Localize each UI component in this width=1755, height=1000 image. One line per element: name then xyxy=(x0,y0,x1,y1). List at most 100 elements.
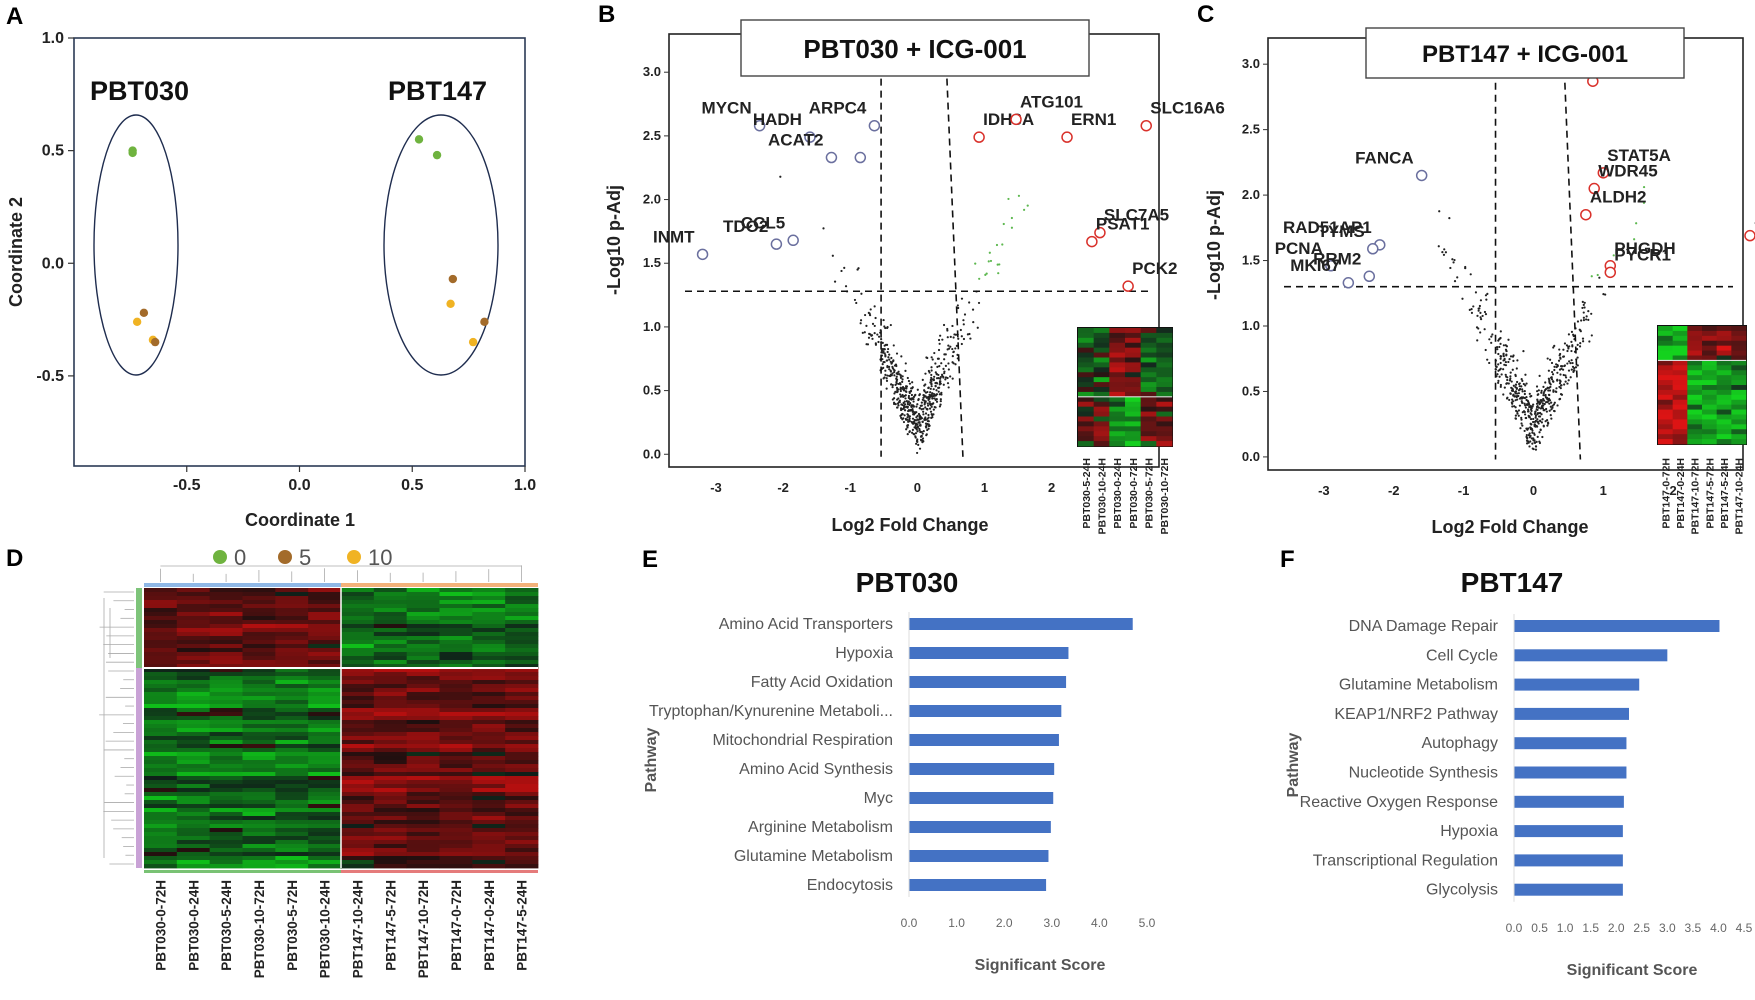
background-point xyxy=(897,382,900,386)
background-point xyxy=(1566,362,1569,365)
heatmap-cell xyxy=(472,692,506,697)
background-point xyxy=(923,401,926,404)
heatmap-cell xyxy=(341,588,375,593)
heatmap-cell xyxy=(1731,375,1747,381)
background-point xyxy=(1517,409,1521,412)
background-point xyxy=(914,432,918,435)
heatmap-column-label: PBT147-0-72H xyxy=(449,880,464,971)
heatmap-cell xyxy=(1125,382,1142,388)
heatmap-cell xyxy=(1093,387,1110,393)
heatmap-cell xyxy=(209,820,243,825)
heatmap-cell xyxy=(176,808,211,813)
background-point xyxy=(907,420,910,423)
heatmap-cell xyxy=(176,792,211,797)
background-point xyxy=(923,418,926,421)
background-point xyxy=(921,437,925,440)
background-point xyxy=(976,326,979,329)
background-point xyxy=(931,358,934,361)
background-point xyxy=(1538,431,1541,434)
heatmap-cell xyxy=(275,632,309,637)
heatmap-cell xyxy=(1731,419,1747,425)
heatmap-cell xyxy=(373,764,408,769)
heatmap-cell xyxy=(275,860,309,865)
heatmap-cell xyxy=(209,852,243,857)
heatmap-cell xyxy=(439,760,473,765)
background-point xyxy=(890,383,893,386)
heatmap-cell xyxy=(275,744,309,749)
heatmap-column-label: PBT030-10-24H xyxy=(1097,458,1109,534)
background-point xyxy=(918,416,922,419)
heatmap-cell xyxy=(1672,365,1688,371)
heatmap-cell xyxy=(341,740,375,745)
e-xtick-label: 3.0 xyxy=(1043,916,1060,930)
heatmap-cell xyxy=(242,700,276,705)
panel-label-f: F xyxy=(1280,546,1295,573)
background-point xyxy=(882,351,885,354)
heatmap-cell xyxy=(209,804,243,809)
background-point xyxy=(1479,299,1483,302)
heatmap-cell xyxy=(275,816,309,821)
background-point xyxy=(891,367,894,370)
background-point xyxy=(922,394,925,397)
background-point xyxy=(907,379,911,383)
heatmap-cell xyxy=(1125,426,1142,432)
heatmap-cell xyxy=(275,800,309,805)
background-point xyxy=(1563,383,1566,386)
heatmap-cell xyxy=(308,628,342,633)
heatmap-cell xyxy=(1687,414,1703,420)
data-point xyxy=(480,317,489,327)
heatmap-cell xyxy=(406,612,440,617)
background-point xyxy=(908,391,911,395)
heatmap-cell xyxy=(1687,350,1703,356)
panel-a-xlabel: Coordinate 1 xyxy=(245,510,355,530)
heatmap-cell xyxy=(144,604,178,609)
heatmap-cell xyxy=(439,840,473,845)
f-category-label: DNA Damage Repair xyxy=(1349,618,1499,635)
heatmap-cell xyxy=(176,748,211,753)
heatmap-cell xyxy=(144,764,178,769)
heatmap-cell xyxy=(406,632,440,637)
heatmap-cell xyxy=(1658,375,1674,381)
gene-label-idh3a: IDH3A xyxy=(983,110,1034,129)
heatmap-cell xyxy=(209,604,243,609)
background-point xyxy=(929,391,932,394)
top-colorbar-group1 xyxy=(144,583,341,587)
background-point xyxy=(913,394,916,397)
heatmap-cell xyxy=(439,756,473,761)
heatmap-cell xyxy=(144,820,178,825)
background-point xyxy=(1017,194,1021,197)
heatmap-cell xyxy=(1156,332,1173,339)
heatmap-cell xyxy=(406,744,440,749)
background-point xyxy=(914,435,917,438)
heatmap-cell xyxy=(144,596,178,601)
background-point xyxy=(885,387,888,390)
heatmap-cell xyxy=(308,788,342,793)
heatmap-cell xyxy=(373,612,408,617)
heatmap-cell xyxy=(505,684,539,689)
heatmap-cell xyxy=(505,760,539,765)
background-point xyxy=(880,338,883,341)
heatmap-cell xyxy=(472,604,506,609)
heatmap-cell xyxy=(176,652,211,657)
background-point xyxy=(951,361,954,364)
panel-c-labeled-points: BLKFANCASTAT5AWDR45ALDH2ASNSRAD51AP1TYMS… xyxy=(1275,54,1755,289)
background-point xyxy=(1581,300,1584,303)
background-point xyxy=(899,414,902,417)
heatmap-column-label: PBT030-10-72H xyxy=(252,880,267,978)
background-point xyxy=(1516,410,1519,413)
background-point xyxy=(947,386,950,389)
heatmap-cell xyxy=(1731,424,1747,430)
background-point xyxy=(1488,361,1491,365)
background-point xyxy=(917,443,920,446)
e-category-label: Mitochondrial Respiration xyxy=(712,732,893,749)
background-point xyxy=(912,397,915,401)
f-category-label: Transcriptional Regulation xyxy=(1313,852,1498,869)
e-bar xyxy=(909,850,1049,862)
background-point xyxy=(1560,384,1563,387)
heatmap-cell xyxy=(406,712,440,717)
background-point xyxy=(938,405,942,408)
heatmap-cell xyxy=(1672,409,1688,415)
background-point xyxy=(844,285,848,288)
heatmap-cell xyxy=(1687,380,1703,386)
heatmap-cell xyxy=(439,704,473,709)
